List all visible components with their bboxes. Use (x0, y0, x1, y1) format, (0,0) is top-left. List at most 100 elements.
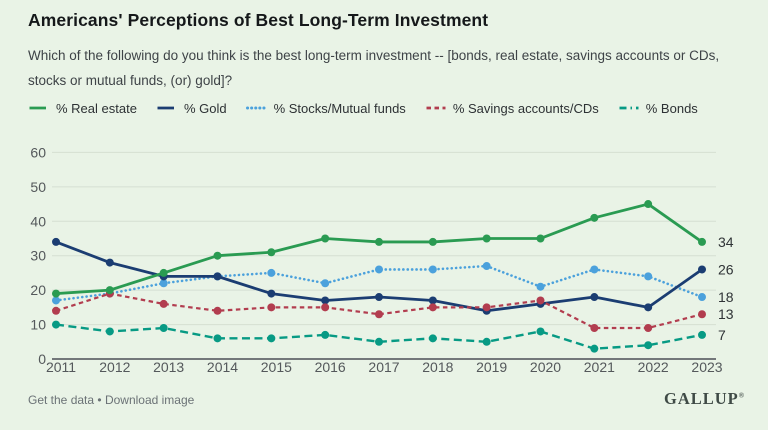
data-point[interactable] (644, 272, 653, 281)
bullet-separator: • (97, 393, 105, 407)
legend-swatch-icon (619, 106, 639, 110)
data-point[interactable] (482, 337, 491, 346)
x-tick-label: 2012 (99, 359, 130, 375)
x-tick-label: 2018 (422, 359, 453, 375)
data-point[interactable] (52, 306, 60, 315)
y-tick-label: 10 (30, 317, 46, 333)
data-point[interactable] (590, 265, 599, 274)
chart-legend: % Real estate % Gold % Stocks/Mutual funds… (28, 98, 698, 118)
page-title: Americans' Perceptions of Best Long-Term… (28, 10, 489, 30)
data-point[interactable] (213, 306, 222, 315)
data-point[interactable] (159, 279, 168, 288)
data-point[interactable] (698, 265, 706, 274)
legend-item: % Bonds (618, 101, 698, 116)
data-point[interactable] (482, 234, 491, 243)
data-point[interactable] (105, 327, 114, 336)
data-point[interactable] (267, 268, 276, 277)
x-tick-label: 2020 (530, 359, 561, 375)
series-end-label: 13 (718, 306, 734, 322)
legend-item: % Gold (156, 101, 227, 116)
data-point[interactable] (536, 282, 545, 291)
data-point[interactable] (267, 303, 276, 312)
data-point[interactable] (52, 289, 60, 298)
data-point[interactable] (698, 237, 706, 246)
y-tick-label: 40 (30, 213, 46, 229)
survey-question: Which of the following do you think is t… (28, 48, 720, 88)
gallup-logo: GALLUP® (664, 389, 744, 408)
data-point[interactable] (482, 303, 491, 312)
data-point[interactable] (52, 296, 60, 305)
data-point[interactable] (375, 265, 383, 274)
legend-item-label: % Bonds (645, 100, 698, 116)
legend-swatch-icon (245, 106, 268, 110)
series-end-label: 18 (718, 289, 734, 305)
x-tick-label: 2021 (584, 359, 615, 375)
legend-item: % Stocks/Mutual funds (245, 100, 406, 116)
data-point[interactable] (375, 237, 383, 246)
y-tick-label: 50 (30, 179, 46, 195)
series-end-label: 7 (718, 327, 726, 343)
registered-mark: ® (738, 391, 744, 400)
x-tick-label: 2015 (261, 359, 292, 375)
data-point[interactable] (644, 303, 653, 312)
legend-item: % Real estate (28, 101, 137, 116)
x-tick-label: 2019 (476, 359, 507, 375)
data-point[interactable] (375, 337, 383, 346)
data-point[interactable] (52, 237, 60, 246)
legend-swatch-icon (426, 106, 446, 110)
data-point[interactable] (105, 258, 114, 267)
x-tick-label: 2011 (46, 359, 76, 375)
data-point[interactable] (321, 303, 330, 312)
download-image-link[interactable]: Download image (104, 393, 195, 407)
data-point[interactable] (159, 299, 168, 308)
data-point[interactable] (321, 330, 330, 339)
data-point[interactable] (482, 262, 491, 271)
legend-item-label: % Gold (183, 100, 227, 116)
data-point[interactable] (590, 324, 599, 333)
data-point[interactable] (698, 293, 706, 302)
data-point[interactable] (644, 324, 653, 333)
data-point[interactable] (428, 265, 437, 274)
data-point[interactable] (213, 251, 222, 260)
data-point[interactable] (698, 310, 706, 319)
legend-swatch-icon (157, 106, 174, 110)
data-point[interactable] (644, 200, 653, 209)
data-point[interactable] (536, 234, 545, 243)
y-tick-label: 0 (38, 351, 46, 367)
data-point[interactable] (536, 327, 545, 336)
data-point[interactable] (321, 296, 330, 305)
legend-item-label: % Savings accounts/CDs (452, 100, 599, 116)
data-point[interactable] (590, 213, 599, 222)
series-end-label: 26 (718, 261, 734, 277)
get-data-link[interactable]: Get the data (28, 393, 95, 407)
data-point[interactable] (159, 268, 168, 277)
data-point[interactable] (213, 272, 222, 281)
data-point[interactable] (644, 341, 653, 350)
x-tick-label: 2023 (691, 359, 722, 375)
data-point[interactable] (428, 303, 437, 312)
legend-item-label: % Real estate (56, 100, 137, 116)
data-point[interactable] (267, 289, 276, 298)
data-point[interactable] (267, 334, 276, 343)
footer-links: Get the data • Download image (28, 393, 194, 407)
data-point[interactable] (698, 330, 706, 339)
data-point[interactable] (321, 234, 330, 243)
data-point[interactable] (213, 334, 222, 343)
data-point[interactable] (428, 237, 437, 246)
data-point[interactable] (590, 293, 599, 302)
series-end-label: 34 (718, 234, 734, 250)
data-point[interactable] (428, 334, 437, 343)
x-tick-label: 2016 (315, 359, 346, 375)
data-point[interactable] (536, 296, 545, 305)
data-point[interactable] (267, 248, 276, 257)
legend-swatch-icon (29, 106, 46, 110)
data-point[interactable] (159, 324, 168, 333)
data-point[interactable] (375, 293, 383, 302)
data-point[interactable] (375, 310, 383, 319)
legend-item-label: % Stocks/Mutual funds (273, 100, 406, 116)
data-point[interactable] (105, 286, 114, 295)
data-point[interactable] (52, 320, 60, 329)
data-point[interactable] (321, 279, 330, 288)
data-point[interactable] (428, 296, 437, 305)
data-point[interactable] (590, 344, 599, 353)
